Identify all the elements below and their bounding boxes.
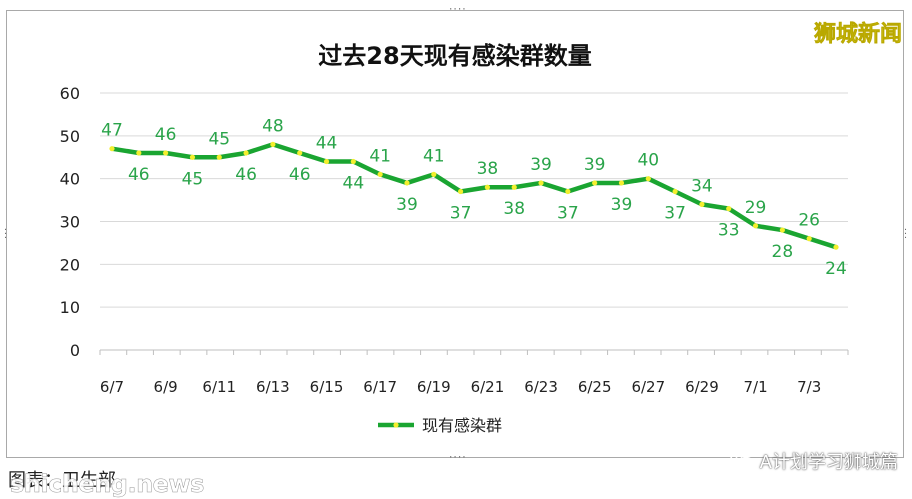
wechat-attribution: A计划学习狮城篇 bbox=[729, 448, 898, 474]
x-tick-label: 6/11 bbox=[202, 378, 236, 396]
x-tick-label: 6/19 bbox=[417, 378, 451, 396]
chart-title: 过去28天现有感染群数量 bbox=[318, 42, 591, 70]
data-label: 38 bbox=[503, 199, 525, 219]
data-point bbox=[270, 141, 276, 147]
y-tick-label: 50 bbox=[60, 127, 80, 146]
data-label: 40 bbox=[637, 151, 659, 171]
data-point bbox=[752, 223, 759, 229]
data-point bbox=[163, 150, 169, 156]
data-point bbox=[109, 146, 115, 152]
data-point bbox=[350, 158, 356, 165]
data-label: 46 bbox=[155, 125, 177, 145]
data-point bbox=[136, 150, 142, 156]
data-label: 39 bbox=[584, 155, 606, 175]
data-point bbox=[243, 150, 249, 156]
y-tick-label: 60 bbox=[60, 84, 80, 103]
x-tick-label: 6/9 bbox=[154, 378, 178, 396]
wechat-icon bbox=[729, 451, 754, 470]
y-tick-label: 40 bbox=[60, 170, 80, 189]
chart-frame bbox=[6, 10, 904, 458]
y-tick-label: 0 bbox=[70, 341, 80, 360]
x-tick-label: 6/27 bbox=[631, 378, 665, 396]
resize-handle-top[interactable]: ···· bbox=[448, 5, 467, 15]
data-label: 45 bbox=[182, 169, 204, 189]
data-labels: 4746464545464846444441394137383839373939… bbox=[101, 116, 847, 279]
x-tick-label: 6/7 bbox=[100, 378, 124, 396]
data-point bbox=[297, 150, 303, 156]
data-point bbox=[699, 201, 705, 207]
data-point bbox=[618, 180, 625, 186]
data-label: 47 bbox=[101, 121, 123, 141]
y-tick-label: 30 bbox=[60, 213, 80, 232]
data-point bbox=[592, 180, 598, 186]
data-label: 46 bbox=[128, 165, 150, 185]
x-tick-label: 6/29 bbox=[685, 378, 719, 396]
wechat-account-name: A计划学习狮城篇 bbox=[759, 452, 898, 473]
data-point bbox=[404, 180, 410, 186]
x-tick-label: 6/15 bbox=[310, 378, 344, 396]
brand-watermark: 狮城新闻 bbox=[813, 22, 903, 48]
x-tick-label: 6/23 bbox=[524, 378, 558, 396]
data-point bbox=[833, 244, 839, 250]
data-label: 39 bbox=[611, 195, 633, 215]
site-watermark: shicheng.news bbox=[10, 470, 205, 499]
data-label: 45 bbox=[208, 129, 230, 149]
legend-swatch-marker bbox=[393, 422, 399, 428]
data-point bbox=[538, 180, 544, 186]
data-point bbox=[377, 171, 383, 177]
data-label: 37 bbox=[664, 204, 686, 224]
data-label: 39 bbox=[396, 195, 418, 215]
data-label: 29 bbox=[745, 198, 767, 218]
data-point bbox=[457, 188, 464, 195]
data-label: 48 bbox=[262, 116, 284, 136]
data-label: 46 bbox=[289, 165, 311, 185]
legend: 现有感染群 bbox=[378, 416, 502, 435]
data-label: 26 bbox=[798, 211, 820, 231]
x-tick-label: 6/25 bbox=[578, 378, 612, 396]
x-tick-label: 6/17 bbox=[363, 378, 397, 396]
data-point bbox=[806, 236, 812, 242]
x-tick-label: 7/3 bbox=[797, 378, 821, 396]
x-tick-label: 6/13 bbox=[256, 378, 290, 396]
gridlines bbox=[100, 92, 848, 308]
resize-handle-left[interactable]: · · · bbox=[3, 225, 8, 242]
data-point bbox=[645, 176, 651, 182]
data-label: 34 bbox=[691, 176, 713, 196]
data-point bbox=[779, 227, 785, 233]
data-label: 44 bbox=[316, 134, 338, 154]
x-tick-label: 6/21 bbox=[471, 378, 505, 396]
data-label: 37 bbox=[557, 204, 579, 224]
data-label: 41 bbox=[423, 146, 445, 166]
data-label: 39 bbox=[530, 155, 552, 175]
axes: 0 10 20 30 40 50 60 6/7 6/9 6/11 6/13 6/15 6/17 6/19 6… bbox=[60, 84, 849, 396]
data-label: 38 bbox=[477, 159, 499, 179]
data-label: 33 bbox=[718, 221, 740, 241]
resize-handle-right[interactable]: · · · bbox=[903, 225, 908, 242]
data-point bbox=[672, 188, 678, 195]
data-label: 24 bbox=[825, 259, 847, 279]
data-point bbox=[484, 184, 491, 190]
data-label: 37 bbox=[450, 204, 472, 224]
resize-handle-bottom[interactable]: ···· bbox=[448, 453, 467, 463]
data-point bbox=[511, 184, 517, 190]
legend-label: 现有感染群 bbox=[422, 416, 502, 435]
data-label: 44 bbox=[343, 174, 365, 194]
source-caption: 图表：卫生部 bbox=[8, 470, 116, 491]
y-tick-label: 10 bbox=[60, 298, 80, 317]
y-tick-label: 20 bbox=[60, 255, 80, 274]
data-point bbox=[323, 158, 330, 165]
data-label: 46 bbox=[235, 165, 257, 185]
data-label: 28 bbox=[772, 242, 794, 262]
x-tick-label: 7/1 bbox=[743, 378, 767, 396]
data-point bbox=[726, 206, 732, 212]
series-layer bbox=[109, 141, 839, 250]
data-label: 41 bbox=[369, 146, 391, 166]
data-point bbox=[189, 154, 196, 160]
data-point bbox=[565, 188, 571, 195]
data-point bbox=[216, 154, 222, 160]
data-point bbox=[431, 171, 437, 177]
series-line bbox=[109, 142, 839, 250]
